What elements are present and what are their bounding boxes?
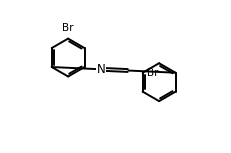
Text: Br: Br bbox=[147, 68, 159, 78]
Text: N: N bbox=[97, 63, 106, 76]
Text: Br: Br bbox=[62, 23, 74, 33]
